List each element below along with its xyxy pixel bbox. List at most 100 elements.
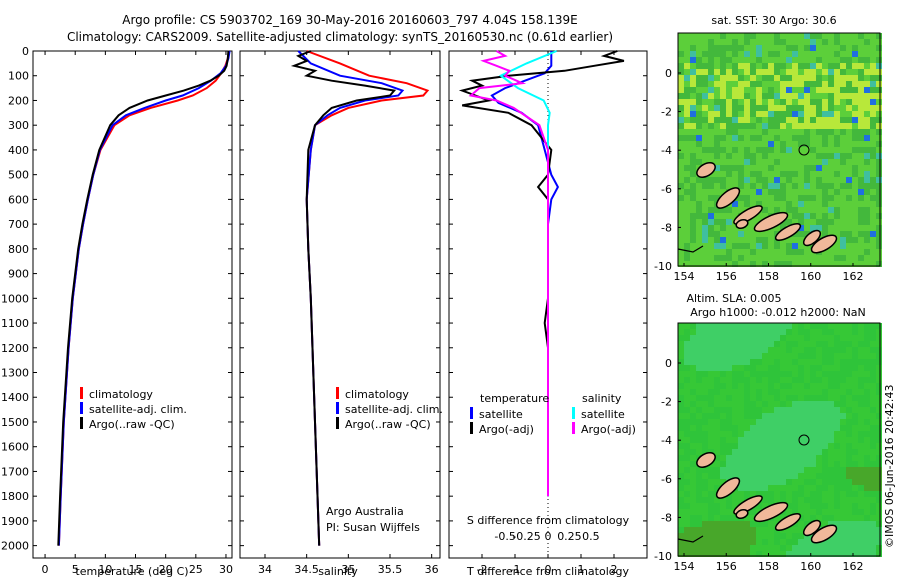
map-pixel [870,135,876,141]
map-pixel [864,189,870,195]
map-pixel [708,341,714,347]
map-pixel [852,359,858,365]
map-pixel [720,503,726,509]
map-pixel [768,93,774,99]
map-pixel [768,207,774,213]
map-pixel [744,81,750,87]
map-pixel [684,105,690,111]
map-pixel [702,407,708,413]
map-pixel [702,527,708,533]
map-pixel [804,503,810,509]
map-pixel [798,401,804,407]
map-pixel [708,57,714,63]
map-pixel [744,485,750,491]
map-pixel [858,485,864,491]
map-pixel [822,497,828,503]
map-pixel [828,377,834,383]
map-pixel [768,419,774,425]
map-pixel [804,347,810,353]
map-pixel [840,485,846,491]
map-pixel [702,551,708,557]
map-pixel [750,425,756,431]
map-pixel [846,117,852,123]
map-pixel [852,365,858,371]
map-pixel [846,383,852,389]
map-pixel [864,485,870,491]
map-pixel [678,177,684,183]
map-pixel [768,377,774,383]
map-pixel [714,509,720,515]
map-pixel [732,231,738,237]
map-pixel [678,359,684,365]
map-pixel [714,147,720,153]
island-6 [735,508,749,520]
map-pixel [822,69,828,75]
map-pixel [780,407,786,413]
legend-entry-1: Argo(-adj) [479,423,534,436]
island-7 [810,524,838,544]
map-pixel [708,521,714,527]
map-pixel [696,87,702,93]
map-pixel [834,533,840,539]
map-pixel [678,467,684,473]
map-pixel [774,347,780,353]
map-x-tick-label: 160 [800,560,821,573]
map-pixel [798,551,804,557]
map-pixel [750,87,756,93]
map-pixel [720,347,726,353]
map-pixel [750,177,756,183]
map-pixel [678,533,684,539]
map-pixel [768,195,774,201]
map-pixel [684,81,690,87]
map-pixel [744,165,750,171]
map-pixel [768,353,774,359]
map-pixel [876,255,882,261]
map-pixel [708,371,714,377]
map-pixel [876,371,882,377]
map-pixel [876,461,882,467]
map-pixel [810,341,816,347]
map-pixel [810,335,816,341]
map-pixel [792,249,798,255]
map-pixel [732,497,738,503]
map-x-tick-label: 158 [758,270,779,283]
map-pixel [714,383,720,389]
map-pixel [810,105,816,111]
map-pixel [690,545,696,551]
map-pixel [756,177,762,183]
map-pixel [840,389,846,395]
map-pixel [810,425,816,431]
map-pixel [816,165,822,171]
map-pixel [756,135,762,141]
map-pixel [696,237,702,243]
map-pixel [822,225,828,231]
map-pixel [804,485,810,491]
map-pixel [714,93,720,99]
island-5 [802,519,822,537]
map-pixel [690,479,696,485]
map-pixel [738,455,744,461]
map-pixel [678,455,684,461]
map-pixel [774,201,780,207]
map-pixel [678,81,684,87]
map-pixel [702,69,708,75]
map-pixel [696,195,702,201]
map-pixel [846,33,852,39]
map-pixel [720,539,726,545]
map-pixel [768,135,774,141]
map-pixel [816,515,822,521]
map-pixel [876,401,882,407]
map-pixel [696,255,702,261]
map-pixel [798,539,804,545]
map-pixel [738,497,744,503]
map-pixel [702,545,708,551]
map-pixel [696,231,702,237]
map-pixel [840,147,846,153]
map-pixel [870,57,876,63]
map-pixel [852,69,858,75]
map-pixel [720,249,726,255]
map-pixel [858,461,864,467]
map-pixel [816,141,822,147]
map-pixel [762,437,768,443]
map-pixel [762,431,768,437]
